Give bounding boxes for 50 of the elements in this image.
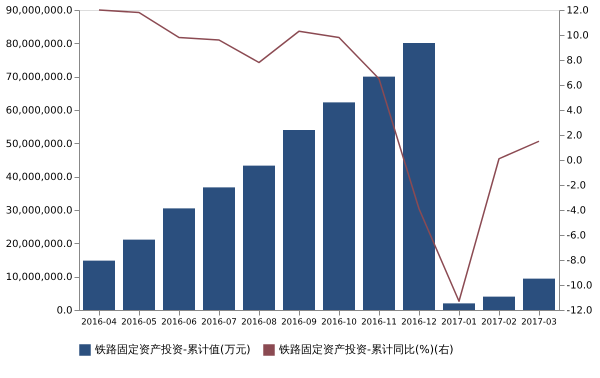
x-tick-label: 2016-11 <box>361 318 397 328</box>
y2-tick-label: 0.0 <box>566 156 582 166</box>
bar <box>443 303 475 310</box>
y2-tick-label: 4.0 <box>566 106 582 116</box>
y-tick-label: 80,000,000.0 <box>6 38 72 50</box>
bar <box>523 278 555 310</box>
y-tick-label: 20,000,000.0 <box>6 238 72 250</box>
line-series <box>98 9 540 302</box>
y2-tick-label: -6.0 <box>566 230 586 242</box>
y2-tick-label: -10.0 <box>566 280 592 292</box>
x-tick-label: 2016-04 <box>81 318 117 328</box>
x-tick-label: 2016-09 <box>281 318 317 328</box>
x-tick-label: 2016-05 <box>121 318 157 328</box>
y2-tick-label: 2.0 <box>566 130 582 142</box>
legend-label: 铁路固定资产投资-累计值(万元) <box>94 343 251 356</box>
bar <box>363 76 395 310</box>
y2-tick-label: -4.0 <box>566 206 586 216</box>
bar <box>163 208 195 310</box>
legend-label: 铁路固定资产投资-累计同比(%)(右) <box>278 343 454 356</box>
y-tick-label: 50,000,000.0 <box>6 138 72 150</box>
x-tick-label: 2016-07 <box>201 318 237 328</box>
y2-tick-label: 8.0 <box>566 56 582 66</box>
x-tick-label: 2017-01 <box>441 318 477 328</box>
y-tick-label: 90,000,000.0 <box>6 6 72 16</box>
bar <box>83 260 115 310</box>
y-tick-label: 0.0 <box>56 306 72 316</box>
y2-tick-label: 12.0 <box>566 6 589 16</box>
y2-tick-label: -2.0 <box>566 180 586 192</box>
bar <box>243 166 275 310</box>
bar <box>323 102 355 310</box>
x-tick-label: 2016-06 <box>161 318 197 328</box>
y-tick-label: 70,000,000.0 <box>6 72 72 84</box>
x-tick-label: 2016-12 <box>401 318 437 328</box>
y2-tick-label: -8.0 <box>566 256 586 266</box>
bar <box>483 296 515 310</box>
y2-tick-label: 10.0 <box>566 30 589 42</box>
bar <box>203 187 235 310</box>
y-tick-label: 60,000,000.0 <box>6 106 72 116</box>
x-tick-label: 2016-08 <box>241 318 277 328</box>
x-tick-label: 2016-10 <box>321 318 357 328</box>
y2-tick-label: -12.0 <box>566 306 592 316</box>
y-tick-label: 30,000,000.0 <box>6 206 72 216</box>
x-tick-label: 2017-03 <box>521 318 557 328</box>
bar <box>123 240 155 310</box>
y-tick-label: 40,000,000.0 <box>6 172 72 184</box>
bar <box>403 43 435 310</box>
bar <box>283 130 315 310</box>
y2-tick-label: 6.0 <box>566 80 582 92</box>
y-tick-label: 10,000,000.0 <box>6 272 72 284</box>
x-tick-label: 2017-02 <box>481 318 517 328</box>
